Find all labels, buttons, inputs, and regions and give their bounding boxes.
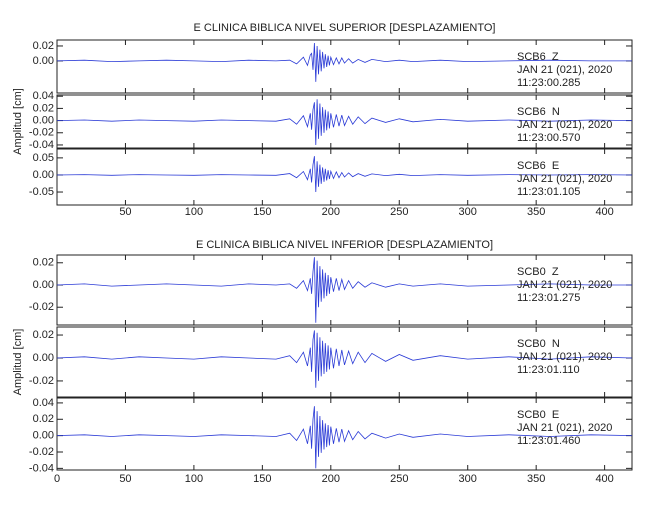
y-tick-label: 0.02 [33,102,54,114]
y-tick-label: 0.00 [33,279,54,291]
x-tick-label: 200 [322,473,340,485]
y-tick-label: -0.02 [29,301,54,313]
y-tick-label: -0.02 [29,375,54,387]
chart-title: E CLINICA BIBLICA NIVEL SUPERIOR [DESPLA… [194,22,496,34]
y-axis-label: Amplitud [cm] [12,88,24,155]
y-tick-label: -0.02 [29,446,54,458]
panel-frame [56,94,633,149]
station-label: SCB6 E [517,160,559,172]
panel-frame [56,397,633,471]
y-tick-label: 0.04 [33,90,54,102]
date-label: JAN 21 (021), 2020 [517,422,612,434]
waveform [56,42,632,82]
date-label: JAN 21 (021), 2020 [517,173,612,185]
y-tick-label: 0.02 [33,40,54,52]
x-tick-label: 150 [253,206,271,218]
panel-frame [56,39,633,94]
x-tick-label: 150 [253,473,271,485]
panel-frame [56,148,633,206]
time-label: 11:23:01.460 [517,435,580,447]
y-tick-label: 0.00 [33,169,54,181]
x-tick-label: 100 [185,473,203,485]
panel-frame [56,254,633,326]
x-tick-label: 350 [527,473,545,485]
y-tick-label: 0.05 [33,152,54,164]
time-label: 11:23:01.110 [517,364,580,376]
date-label: JAN 21 (021), 2020 [517,279,612,291]
x-tick-label: 250 [390,206,408,218]
x-tick-label: 300 [459,473,477,485]
y-tick-label: 0.00 [33,114,54,126]
date-label: JAN 21 (021), 2020 [517,64,612,76]
y-tick-label: 0.02 [33,413,54,425]
station-label: SCB0 N [517,338,560,350]
x-tick-label: 100 [185,206,203,218]
y-tick-label: 0.00 [33,352,54,364]
time-label: 11:23:00.285 [517,77,580,89]
x-tick-label: 400 [595,206,613,218]
y-tick-label: -0.04 [29,462,54,474]
x-tick-label: 300 [459,206,477,218]
y-tick-label: 0.00 [33,430,54,442]
date-label: JAN 21 (021), 2020 [517,351,612,363]
waveform [56,156,633,193]
x-tick-label: 200 [322,206,340,218]
y-tick-label: -0.02 [29,127,54,139]
time-label: 11:23:01.105 [517,186,580,198]
x-tick-label: 250 [390,473,408,485]
station-label: SCB0 Z [517,266,559,278]
time-label: 11:23:01.275 [517,292,580,304]
x-tick-label: 400 [595,473,613,485]
x-tick-label: 0 [54,473,60,485]
x-tick-label: 50 [119,473,131,485]
station-label: SCB6 Z [517,51,559,63]
waveform [56,257,632,323]
panel-frame [56,326,633,398]
waveform [56,330,633,388]
time-label: 11:23:00.570 [517,132,580,144]
y-tick-label: 0.02 [33,257,54,269]
date-label: JAN 21 (021), 2020 [517,119,612,131]
x-tick-label: 50 [119,206,131,218]
y-axis-label: Amplitud [cm] [12,329,24,396]
x-tick-label: 350 [527,206,545,218]
y-tick-label: -0.05 [29,186,54,198]
y-tick-label: -0.04 [29,139,54,151]
y-tick-label: 0.02 [33,329,54,341]
station-label: SCB6 N [517,106,560,118]
chart-title: E CLINICA BIBLICA NIVEL INFERIOR [DESPLA… [196,239,493,251]
station-label: SCB0 E [517,409,559,421]
y-tick-label: 0.00 [33,55,54,67]
y-tick-label: 0.04 [33,397,54,409]
waveform [56,99,633,146]
waveform [56,406,633,469]
